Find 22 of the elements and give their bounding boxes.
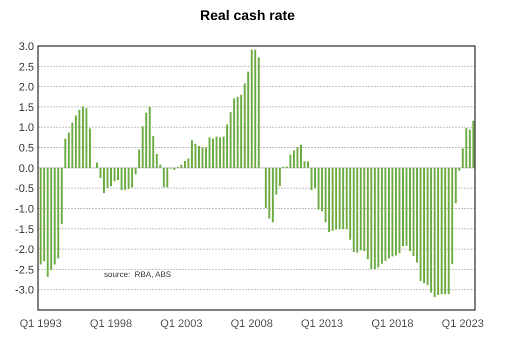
y-tick-label: 2.0	[18, 82, 34, 94]
x-tick-label: Q1 1998	[90, 318, 132, 330]
x-tick-label: Q1 1993	[20, 318, 62, 330]
y-tick-label: 0.5	[18, 142, 34, 155]
x-tick-label: Q1 2013	[300, 318, 344, 330]
y-tick-label: 0.0	[18, 162, 34, 175]
y-tick-label: -0.5	[15, 183, 34, 196]
y-tick-label: -1.5	[15, 224, 34, 236]
y-tick-label: -3.0	[15, 284, 34, 297]
y-tick-label: -2.0	[15, 244, 34, 256]
x-tick-label: Q1 2008	[230, 318, 273, 330]
x-tick-label: Q1 2023	[442, 318, 484, 330]
y-tick-label: -2.5	[15, 264, 34, 276]
y-tick-label: 1.0	[18, 122, 34, 134]
y-tick-label: 1.5	[18, 102, 34, 114]
x-tick-label: Q1 2018	[371, 318, 414, 330]
y-tick-label: 3.0	[18, 41, 34, 53]
chart-title: Real cash rate	[200, 7, 296, 23]
x-tick-label: Q1 2003	[160, 318, 202, 330]
annotation: source: RBA, ABS	[104, 270, 172, 279]
y-tick-label: 2.5	[18, 61, 34, 74]
y-tick-label: -1.0	[15, 203, 34, 216]
